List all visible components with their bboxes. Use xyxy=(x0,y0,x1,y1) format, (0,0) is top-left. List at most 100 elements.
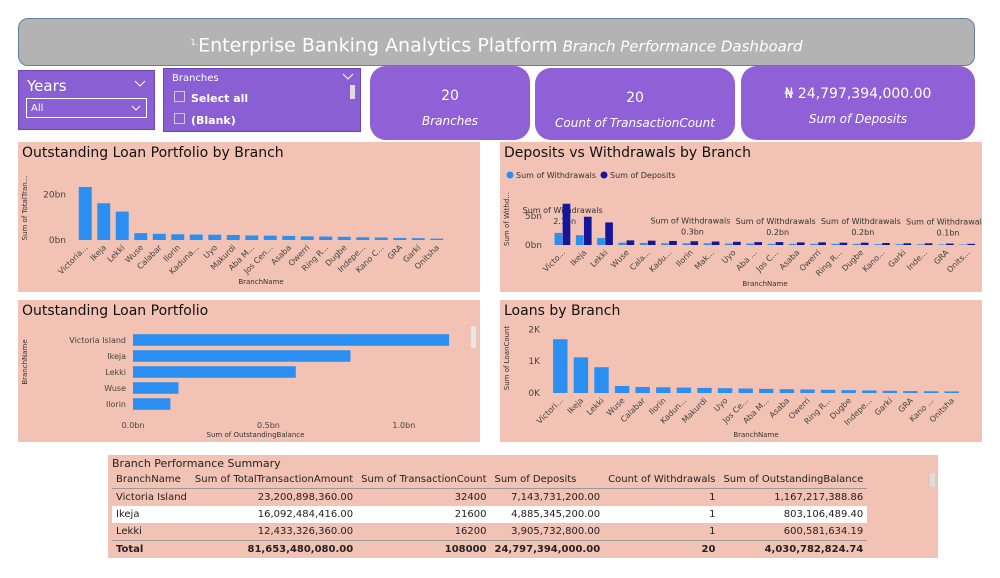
table-cell: 600,581,634.19 xyxy=(783,526,864,537)
y-tick-label: Ilorin xyxy=(106,400,126,409)
header-title: Enterprise Banking Analytics Platform xyxy=(198,34,558,57)
bar xyxy=(374,237,388,240)
bar xyxy=(831,243,840,245)
legend-label: Sum of Withdrawals xyxy=(516,171,596,180)
bar xyxy=(669,240,677,245)
bar xyxy=(594,367,609,393)
table-cell: 3,905,732,800.00 xyxy=(511,526,601,537)
y-tick-label: 2K xyxy=(528,325,541,335)
bar xyxy=(337,236,351,240)
chart-background xyxy=(18,142,480,292)
chart-background xyxy=(500,300,982,442)
table-cell: 4,885,345,200.00 xyxy=(511,509,601,520)
data-label: 0.1bn xyxy=(937,228,960,237)
bar xyxy=(618,242,627,245)
bar xyxy=(839,242,848,245)
table-row: Lekki 12,433,326,360.00 16200 3,905,732,800… xyxy=(112,523,867,541)
option-label: (Blank) xyxy=(191,114,236,127)
bar xyxy=(852,243,861,245)
bar xyxy=(661,243,669,245)
bar xyxy=(767,243,776,245)
y-axis-title: Sum of TotalTran... xyxy=(21,176,29,241)
header-subtitle: Branch Performance Dashboard xyxy=(562,37,803,56)
bar xyxy=(746,243,754,245)
bar xyxy=(133,334,450,346)
bar xyxy=(924,243,933,245)
bar xyxy=(133,382,179,394)
card-label: Sum of Deposits xyxy=(808,112,908,126)
bar xyxy=(944,391,959,393)
bar xyxy=(903,391,918,393)
bar xyxy=(115,211,129,240)
dropdown[interactable]: All xyxy=(26,98,147,118)
data-label-series: Sum of Withdrawals xyxy=(821,217,901,226)
option[interactable]: (Blank) xyxy=(174,113,236,127)
y-tick-label: 0bn xyxy=(525,241,542,251)
bar xyxy=(711,241,720,245)
table-cell: 7,143,731,200.00 xyxy=(511,492,601,503)
x-tick-label: 0.5bn xyxy=(257,421,280,430)
card-value: ₦ 24,797,394,000.00 xyxy=(784,86,932,102)
bar xyxy=(575,235,584,245)
table-cell: 21600 xyxy=(454,509,487,520)
column-header: Sum of OutstandingBalance xyxy=(723,474,864,485)
chevron xyxy=(131,105,141,111)
data-label-series: Sum of Withdrawals xyxy=(736,217,816,226)
data-label: 0.3bn xyxy=(681,227,704,236)
table: BranchName Sum of TotalTransactionAmount S… xyxy=(112,471,868,559)
table-cell: 803,106,489.40 xyxy=(783,509,864,520)
bar xyxy=(635,386,650,393)
table-cell: 16200 xyxy=(454,526,487,537)
table-title: Branch Performance Summary xyxy=(112,457,281,470)
y-axis-title: BranchName xyxy=(21,339,29,384)
bar xyxy=(393,237,407,240)
table-cell: 32400 xyxy=(454,492,487,503)
scrollbar[interactable] xyxy=(350,85,355,99)
bar xyxy=(639,242,648,245)
bar xyxy=(226,234,240,240)
chevron[interactable] xyxy=(342,73,354,81)
bar xyxy=(923,391,939,393)
bar xyxy=(676,387,692,393)
y-axis-title: Sum of Withd... xyxy=(503,192,511,246)
column-header: Sum of TransactionCount xyxy=(361,474,487,485)
option[interactable]: Select all xyxy=(174,91,248,105)
bar xyxy=(189,234,203,240)
chart-title: Loans by Branch xyxy=(504,303,620,319)
bar xyxy=(895,244,904,245)
bar xyxy=(779,389,795,393)
scrollbar[interactable] xyxy=(930,473,935,487)
bar xyxy=(171,234,185,240)
bar xyxy=(738,388,753,393)
y-tick-label: Wuse xyxy=(104,384,126,393)
x-axis-title: BranchName xyxy=(742,280,787,288)
card-value: 20 xyxy=(626,90,644,106)
card-label: Count of TransactionCount xyxy=(555,116,715,130)
chart: Loans by Branch 0K 1K 2K Sum of LoanCount Bra… xyxy=(500,300,982,442)
bar xyxy=(690,241,699,245)
column-header: Sum of TotalTransactionAmount xyxy=(194,474,354,485)
bar xyxy=(356,237,370,240)
data-label-series: Sum of Withdrawals xyxy=(650,216,730,225)
data-label-series: Sum of Withdrawals xyxy=(906,217,982,226)
bar xyxy=(754,242,763,245)
chevron[interactable] xyxy=(133,79,147,89)
table-cell: 1 xyxy=(709,492,716,503)
bar xyxy=(946,243,954,245)
bar xyxy=(647,240,656,245)
y-tick-label: 1K xyxy=(528,357,541,367)
bar xyxy=(554,232,563,245)
option-label: Select all xyxy=(191,92,249,105)
bar xyxy=(882,390,898,393)
table-row: Total 81,653,480,080.00 108000 24,797,394,0… xyxy=(112,540,868,559)
y-tick-label: Lekki xyxy=(105,368,126,377)
y-tick-label: Ikeja xyxy=(107,352,126,361)
data-label: 0.2bn xyxy=(851,228,874,237)
chart-background xyxy=(500,142,982,292)
scrollbar[interactable] xyxy=(471,326,476,348)
table-cell: 1 xyxy=(709,526,716,537)
bar xyxy=(800,389,815,393)
branches-slicer: Branches Select all (Blank) xyxy=(163,68,361,132)
table-cell: 1 xyxy=(709,509,716,520)
column-header: BranchName xyxy=(116,474,181,485)
